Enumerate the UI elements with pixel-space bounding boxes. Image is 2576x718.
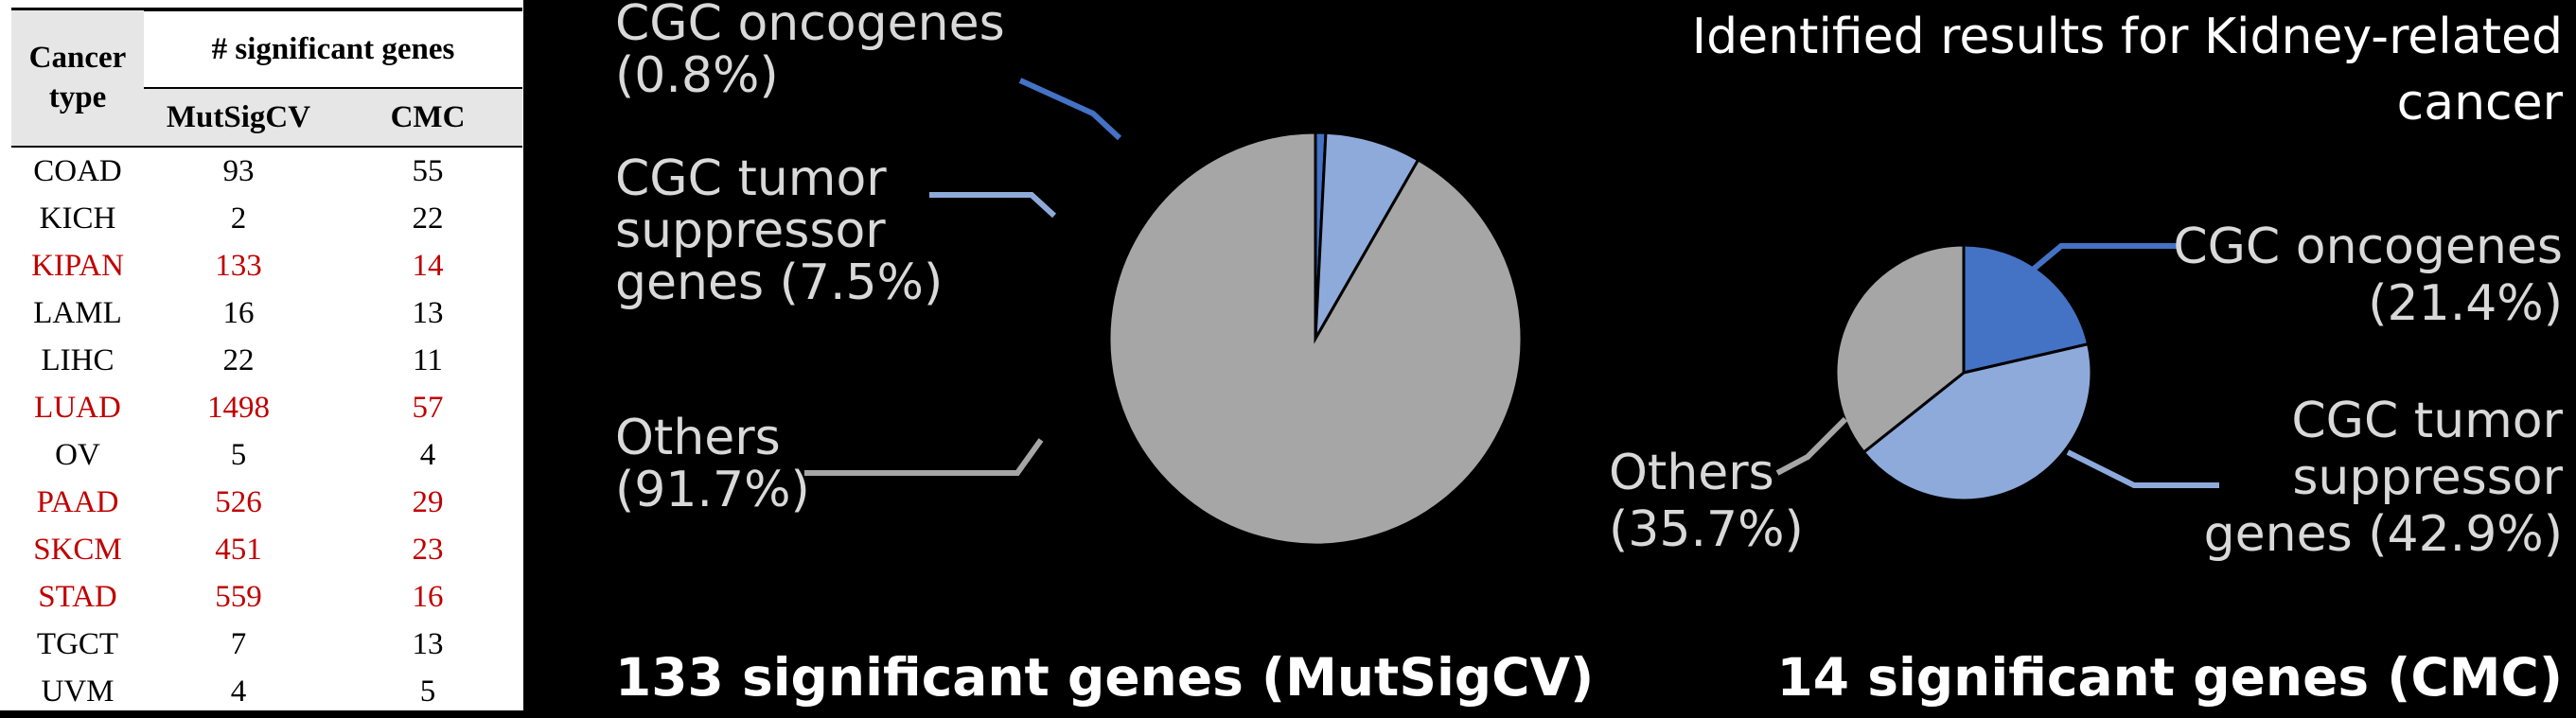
table-row: KICH 2 22: [11, 195, 522, 242]
cmc-slice-label: (35.7%): [1609, 501, 1804, 558]
cancer-type-cell: LIHC: [41, 342, 115, 377]
table-body: COAD 93 55 KICH 2 22 KIPAN 133 14 LAML 16 13 LIHC 22 1…: [11, 147, 522, 718]
mutsigcv-slice-label: (91.7%): [615, 462, 810, 518]
cmc-count-cell: 29: [412, 484, 444, 519]
cmc-column-header: CMC: [333, 87, 522, 148]
cmc-count-cell: 5: [333, 668, 522, 718]
cmc-count-cell: 22: [412, 201, 444, 236]
cmc-count-cell: 14: [412, 248, 444, 283]
cmc-count-cell: 23: [412, 532, 444, 567]
cmc-count-cell: 13: [412, 626, 444, 661]
table-header-row: Cancer type # significant genes: [11, 9, 522, 148]
cmc-pie-chart: CGC oncogenes(21.4%) CGC tumorsuppressorg…: [1609, 219, 2564, 563]
mutsigcv-count-cell: 1498: [207, 390, 270, 425]
cancer-type-cell: LAML: [33, 295, 122, 330]
cmc-count-cell: 16: [412, 579, 444, 614]
table-row: PAAD 526 29: [11, 479, 522, 526]
mutsigcv-count-cell: 4: [144, 668, 333, 718]
table-top-rule: [11, 8, 522, 10]
cmc-slice-1: [1861, 341, 2093, 502]
cmc-leader-line-2: [1775, 416, 1848, 476]
cmc-count-cell: 11: [413, 342, 443, 377]
cancer-type-cell: COAD: [33, 153, 122, 188]
table-row: KIPAN 133 14: [11, 242, 522, 289]
table-row: LIHC 22 11: [11, 337, 522, 384]
mutsigcv-count-cell: 451: [215, 532, 262, 567]
table-row: TGCT 7 13: [11, 621, 522, 668]
cmc-count-cell: 4: [419, 437, 436, 472]
mutsigcv-count-cell: 7: [230, 626, 247, 661]
cancer-type-cell: TGCT: [36, 626, 119, 661]
cmc-count-cell: 13: [412, 295, 444, 330]
cmc-leader-line-0: [2020, 243, 2177, 282]
mutsigcv-slice-label: CGC oncogenes: [615, 0, 1005, 52]
cmc-slice-0: [1962, 243, 2091, 375]
mutsigcv-slice-2: [1107, 131, 1524, 547]
mutsigcv-leader-line-1: [929, 192, 1057, 219]
table-row: UVM 4 5: [11, 668, 522, 718]
cmc-leader-line-1: [2066, 449, 2219, 488]
mutsigcv-count-cell: 559: [215, 579, 262, 614]
cancer-type-header-line2: type: [48, 79, 107, 114]
cmc-pie-title: 14 significant genes (CMC): [1777, 647, 2563, 708]
cancer-type-cell: OV: [55, 437, 100, 472]
gene-count-table: Cancer type # significant genes MutSigCV…: [11, 9, 522, 718]
mutsigcv-leader-line-2: [804, 438, 1044, 476]
mutsigcv-slice-label: (0.8%): [615, 47, 779, 104]
cmc-slice-label: suppressor: [2292, 449, 2563, 506]
table-row: OV 5 4: [11, 431, 522, 479]
cmc-count-cell: 57: [412, 390, 444, 425]
cancer-type-header-line1: Cancer: [28, 41, 127, 76]
cancer-type-header: Cancer type: [11, 10, 144, 148]
mutsigcv-pie-title: 133 significant genes (MutSigCV): [615, 647, 1594, 708]
mutsigcv-count-cell: 22: [222, 342, 255, 377]
mutsigcv-slice-label: Others: [615, 410, 781, 466]
table-row: STAD 559 16: [11, 573, 522, 621]
mutsigcv-leader-line-0: [1018, 78, 1122, 141]
table-row: COAD 93 55: [11, 147, 522, 195]
cmc-slice-label: Others: [1609, 445, 1774, 501]
significant-genes-header: # significant genes: [144, 9, 522, 88]
cancer-type-cell: LUAD: [34, 390, 121, 425]
cancer-type-cell: PAAD: [36, 484, 119, 519]
cancer-type-cell: UVM: [11, 668, 144, 718]
figure-heading-line2: cancer: [2397, 75, 2564, 131]
cancer-type-cell: KIPAN: [31, 248, 124, 283]
mutsigcv-column-header: MutSigCV: [144, 87, 333, 148]
table-row: SKCM 451 23: [11, 526, 522, 573]
mutsigcv-slice-label: suppressor: [615, 202, 886, 259]
mutsigcv-count-cell: 526: [215, 484, 262, 519]
mutsigcv-pie-chart: CGC oncogenes(0.8%) CGC tumorsuppressorge…: [615, 0, 1524, 547]
gene-count-table-panel: Cancer type # significant genes MutSigCV…: [0, 0, 523, 718]
mutsigcv-slice-label: genes (7.5%): [615, 254, 943, 311]
table-row: LAML 16 13: [11, 289, 522, 337]
figure-heading-line1: Identified results for Kidney-related: [1692, 9, 2563, 65]
table-subheader-row: MutSigCV CMC: [11, 87, 522, 148]
mutsigcv-count-cell: 93: [222, 153, 255, 188]
mutsigcv-slice-1: [1314, 131, 1420, 340]
cancer-type-cell: SKCM: [33, 532, 122, 567]
cmc-slice-label: (21.4%): [2368, 275, 2563, 332]
cmc-slice-label: CGC oncogenes: [2173, 219, 2563, 275]
cancer-type-cell: KICH: [39, 201, 116, 236]
mutsigcv-count-cell: 133: [215, 248, 262, 283]
cmc-count-cell: 55: [412, 153, 444, 188]
mutsigcv-count-cell: 2: [230, 201, 247, 236]
cmc-slice-label: CGC tumor: [2291, 393, 2563, 449]
cancer-type-cell: STAD: [38, 579, 117, 614]
mutsigcv-count-cell: 16: [222, 295, 255, 330]
cmc-slice-label: genes (42.9%): [2204, 506, 2563, 563]
mutsigcv-count-cell: 5: [230, 437, 247, 472]
mutsigcv-slice-label: CGC tumor: [615, 150, 887, 207]
table-row: LUAD 1498 57: [11, 384, 522, 431]
